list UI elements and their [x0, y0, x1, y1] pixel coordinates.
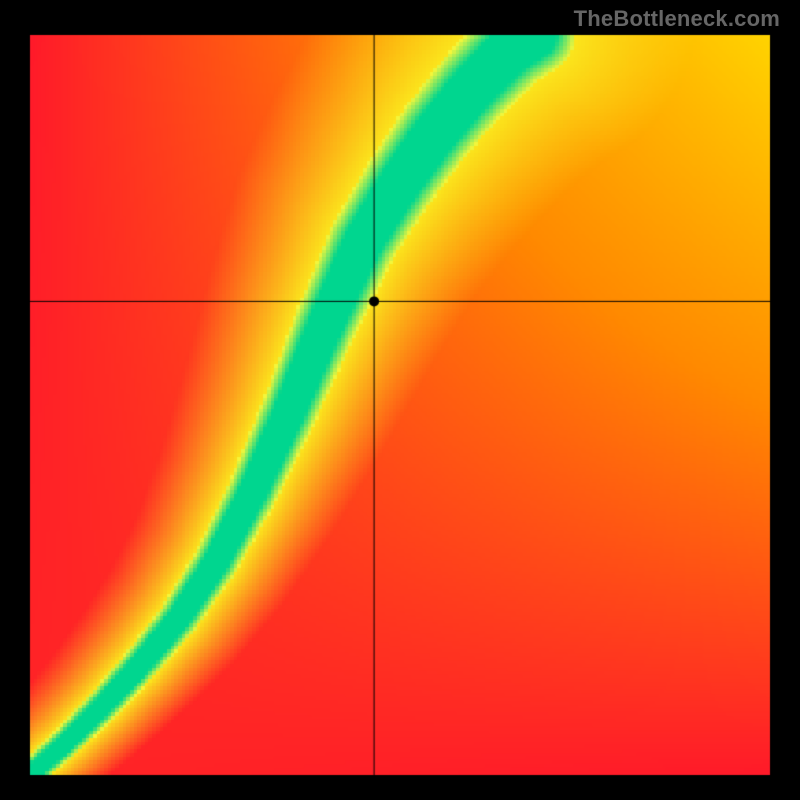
chart-container: TheBottleneck.com: [0, 0, 800, 800]
watermark-text: TheBottleneck.com: [574, 6, 780, 32]
bottleneck-heatmap: [0, 0, 800, 800]
